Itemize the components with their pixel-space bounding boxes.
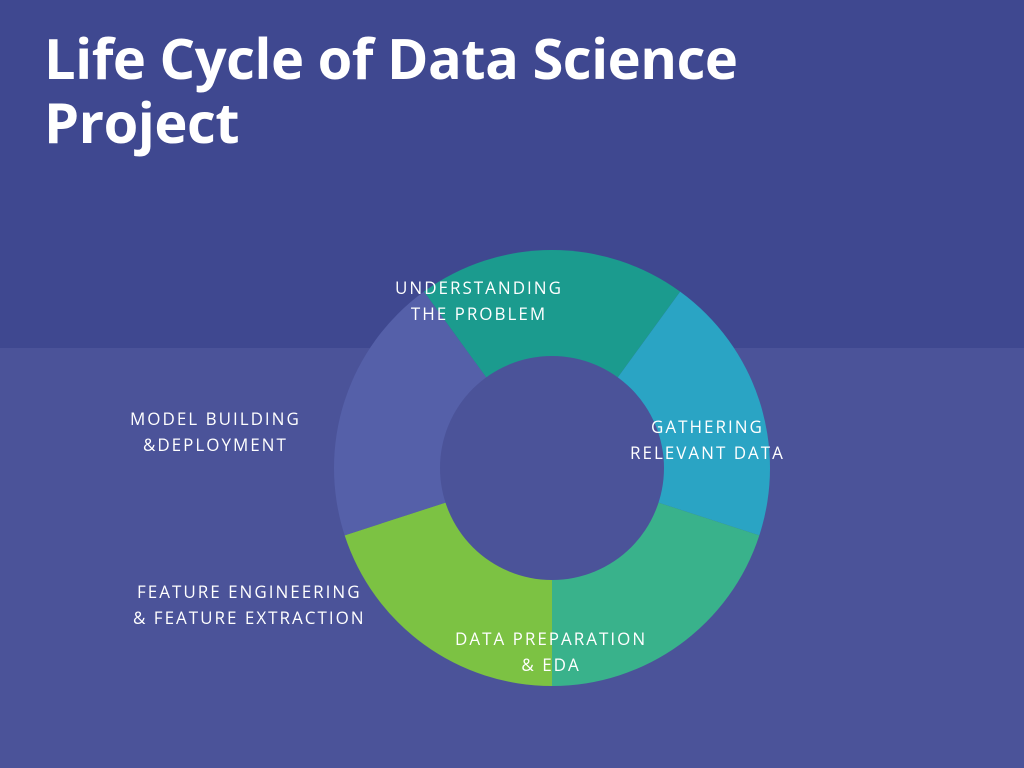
title-line-1: Life Cycle of Data Science — [44, 26, 737, 90]
title-line-2: Project — [44, 90, 737, 154]
label-data-prep: DATA PREPARATION & EDA — [455, 626, 647, 679]
label-feature-eng: FEATURE ENGINEERING & FEATURE EXTRACTION — [133, 579, 366, 632]
label-understanding: UNDERSTANDING THE PROBLEM — [395, 275, 563, 328]
label-gathering: GATHERING RELEVANT DATA — [630, 414, 785, 467]
page-title: Life Cycle of Data Science Project — [44, 26, 737, 155]
label-model-build: MODEL BUILDING &DEPLOYMENT — [130, 406, 301, 459]
donut-hole — [440, 356, 664, 580]
